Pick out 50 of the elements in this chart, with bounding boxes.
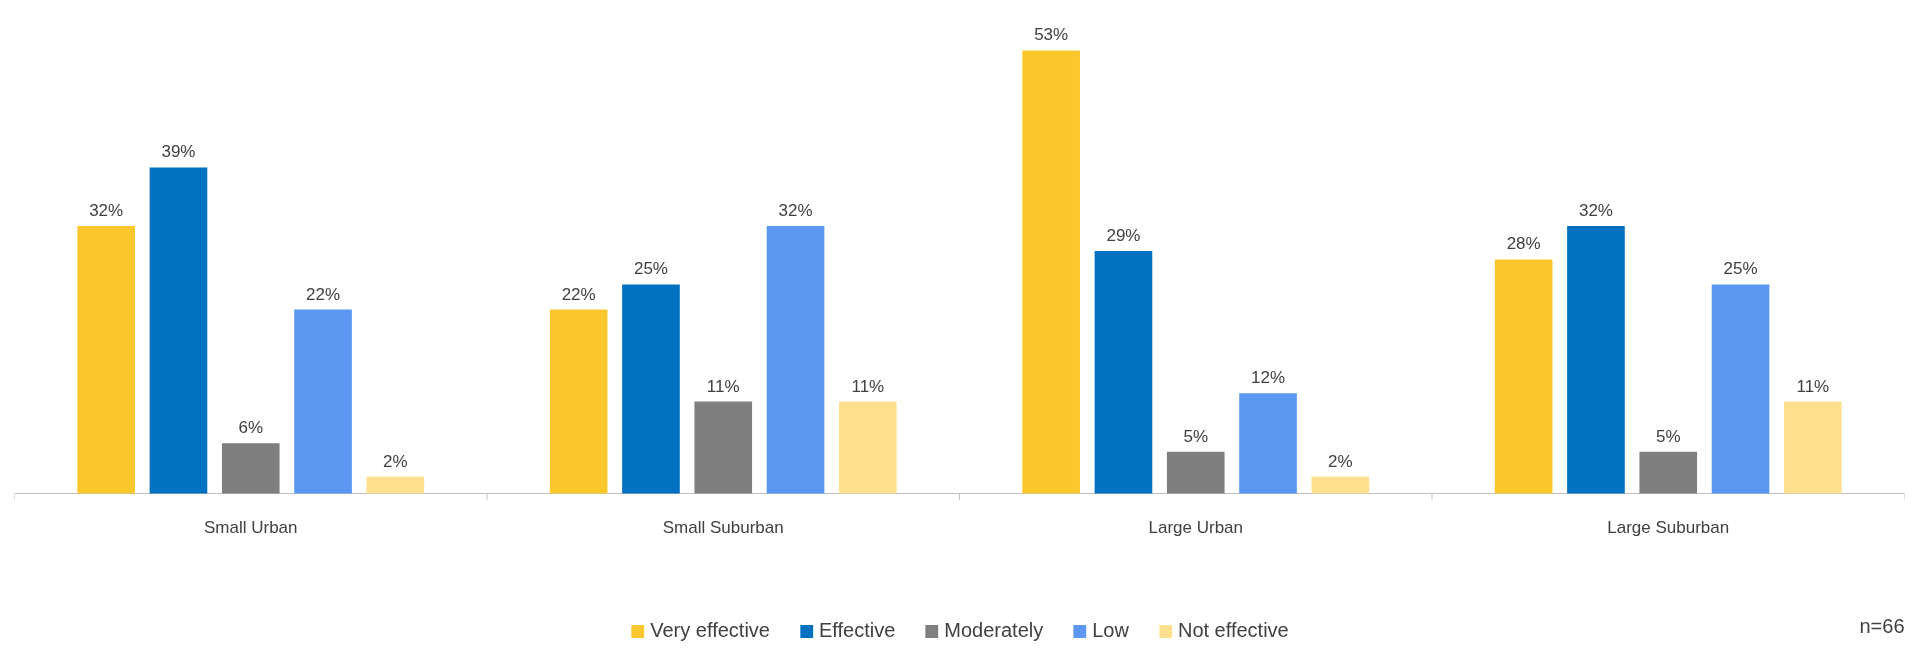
data-label: 28% xyxy=(1506,234,1541,254)
bar xyxy=(766,225,825,494)
data-label: 25% xyxy=(633,259,668,279)
bar xyxy=(1094,251,1153,494)
legend-label: Moderately xyxy=(944,619,1044,642)
legend-label: Effective xyxy=(818,619,896,642)
data-label: 2% xyxy=(383,451,408,471)
data-label: 11% xyxy=(706,376,740,396)
x-tick-label: Small Suburban xyxy=(662,517,784,537)
bar xyxy=(149,167,208,494)
x-tick-label: Large Urban xyxy=(1148,517,1244,537)
bar xyxy=(1311,476,1370,494)
legend-label: Low xyxy=(1092,619,1129,642)
bar xyxy=(1639,451,1698,494)
bar xyxy=(549,309,608,494)
data-label: 32% xyxy=(1578,200,1613,220)
data-label: 53% xyxy=(1034,25,1069,45)
data-label: 32% xyxy=(89,200,124,220)
bar xyxy=(1711,284,1770,494)
bar xyxy=(1166,451,1225,494)
data-label: 5% xyxy=(1655,426,1681,446)
bar xyxy=(1022,50,1080,494)
data-label: 22% xyxy=(561,284,596,304)
data-label: 5% xyxy=(1183,426,1209,446)
data-label: 22% xyxy=(306,284,341,304)
bar xyxy=(77,225,135,494)
bar xyxy=(839,401,897,494)
bar xyxy=(221,443,280,494)
data-label: 32% xyxy=(778,200,813,220)
bar xyxy=(294,309,352,494)
x-tick-label: Large Suburban xyxy=(1607,517,1730,537)
x-tick-label: Small Urban xyxy=(203,517,298,537)
data-label: 25% xyxy=(1723,259,1758,279)
bar xyxy=(622,284,680,494)
bar xyxy=(1784,401,1842,494)
bar xyxy=(366,476,425,494)
data-label: 12% xyxy=(1251,368,1286,388)
bar xyxy=(1239,393,1297,494)
data-label: 39% xyxy=(161,142,196,162)
legend-label: Very effective xyxy=(650,619,770,642)
data-label: 11% xyxy=(851,376,885,396)
data-label: 2% xyxy=(1328,451,1353,471)
data-label: 6% xyxy=(238,418,264,438)
bar xyxy=(694,401,753,494)
bar xyxy=(1567,225,1625,494)
data-label: 11% xyxy=(1796,376,1830,396)
text: n=66 xyxy=(1859,614,1905,637)
data-label: 29% xyxy=(1106,226,1141,246)
legend-label: Not effective xyxy=(1177,619,1289,642)
bar xyxy=(1494,259,1553,494)
